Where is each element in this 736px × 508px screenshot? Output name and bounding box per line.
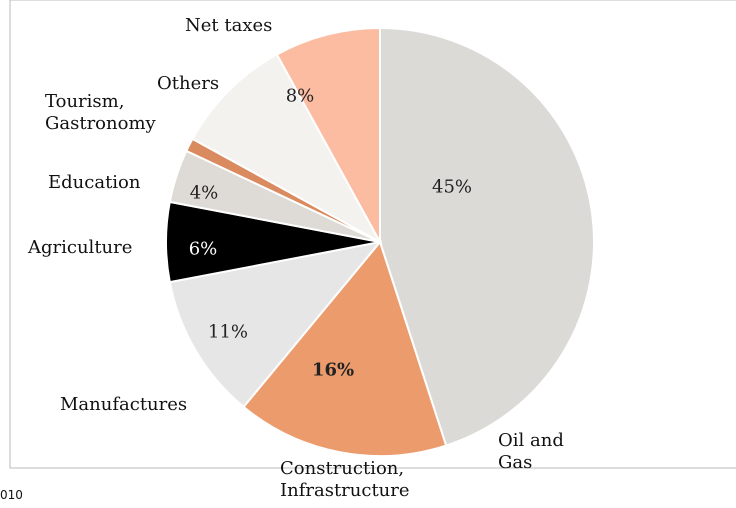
value-label: 45% (431, 176, 473, 198)
value-label: 8% (285, 85, 315, 107)
pie-slice (275, 26, 381, 243)
footnote: 010 (0, 488, 23, 502)
value-label: 6% (188, 238, 218, 260)
value-label: 16% (311, 359, 355, 381)
category-label: Agriculture (28, 237, 133, 258)
category-label: Others (157, 73, 220, 94)
pie-slice (242, 239, 448, 457)
pie-slice (379, 26, 595, 447)
frame (9, 0, 736, 469)
category-label: Oil and Gas (498, 430, 564, 473)
category-label: Construction, Infrastructure (280, 458, 410, 501)
category-label: Net taxes (185, 15, 273, 36)
category-label: Tourism, Gastronomy (45, 91, 156, 134)
pie-slice (191, 53, 383, 245)
value-label: 11% (207, 321, 249, 343)
value-label: 4% (189, 182, 219, 204)
pie-slice (168, 240, 383, 409)
category-label: Education (48, 172, 141, 193)
category-label: Manufactures (60, 394, 188, 415)
